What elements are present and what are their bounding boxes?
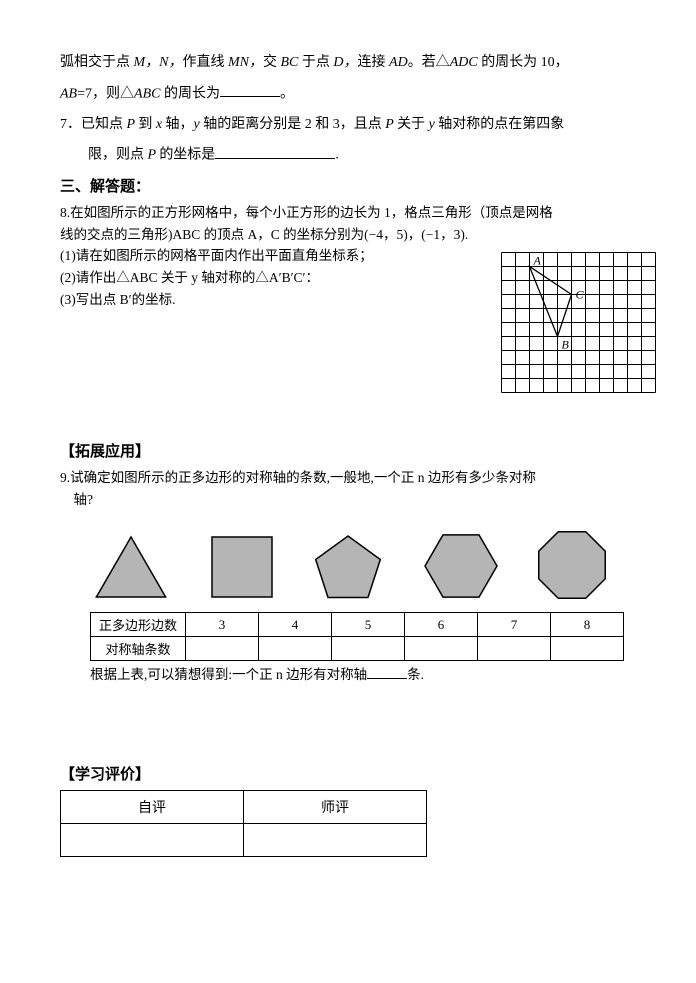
- tbl-r1c0: 正多边形边数: [91, 613, 186, 637]
- eval-table: 自评 师评: [60, 790, 427, 857]
- q6-ab: AB: [60, 86, 77, 101]
- q8-l2: 线的交点的三角形)ABC 的顶点 A，C 的坐标分别为(−4，5)，(−1，3)…: [60, 224, 636, 246]
- q7-blank[interactable]: [215, 142, 335, 158]
- pentagon-shape: [309, 530, 387, 602]
- ext-title: 【拓展应用】: [60, 440, 636, 461]
- tbl-cell[interactable]: [478, 637, 551, 661]
- q8-wrap: 8.在如图所示的正方形网格中，每个小正方形的边长为 1，格点三角形（顶点是网格 …: [60, 202, 636, 310]
- tbl-cell: 5: [332, 613, 405, 637]
- tbl-cell[interactable]: [332, 637, 405, 661]
- q7-p2: P: [385, 117, 397, 132]
- q7-e: 关于: [397, 117, 429, 132]
- q7-line1: 7．已知点 P 到 x 轴，y 轴的距离分别是 2 和 3，且点 P 关于 y …: [60, 112, 636, 139]
- tbl-cell[interactable]: [551, 637, 624, 661]
- section3-title: 三、解答题：: [60, 175, 636, 196]
- grid-figure: A B C: [501, 252, 656, 398]
- hexagon-shape: [419, 530, 503, 602]
- tbl-cell[interactable]: [405, 637, 478, 661]
- q7-a: 7．已知点: [60, 117, 127, 132]
- q6-d: D，: [333, 55, 357, 70]
- triangle-shape: [86, 532, 176, 602]
- svg-text:B: B: [562, 338, 570, 352]
- tbl-cell: 8: [551, 613, 624, 637]
- q6-t3: 交: [263, 55, 281, 70]
- q7-y2: y: [429, 117, 439, 132]
- eval-self-cell[interactable]: [61, 824, 244, 857]
- conc-blank[interactable]: [367, 663, 407, 679]
- table-row: [61, 824, 427, 857]
- tbl-cell: 6: [405, 613, 478, 637]
- conclusion: 根据上表,可以猜想得到:一个正 n 边形有对称轴 条.: [90, 663, 636, 683]
- q7-line2: 限，则点 P 的坐标是.: [60, 142, 636, 169]
- q7-l2a: 限，则点: [88, 148, 148, 163]
- tbl-r2c0: 对称轴条数: [91, 637, 186, 661]
- q7-x: x: [156, 117, 166, 132]
- eval-teacher: 师评: [244, 791, 427, 824]
- conc-a: 根据上表,可以猜想得到:一个正 n 边形有对称轴: [90, 667, 367, 682]
- eval-teacher-cell[interactable]: [244, 824, 427, 857]
- tbl-cell: 3: [186, 613, 259, 637]
- grid-svg: A B C: [501, 252, 656, 393]
- svg-text:C: C: [576, 288, 585, 302]
- q9-l1: 9.试确定如图所示的正多边形的对称轴的条数,一般地,一个正 n 边形有多少条对称: [60, 467, 636, 489]
- page: 弧相交于点 M，N，作直线 MN，交 BC 于点 D，连接 AD。若△ADC 的…: [0, 0, 696, 897]
- tbl-cell: 7: [478, 613, 551, 637]
- q6-mn1: M，N，: [134, 55, 183, 70]
- q6-adc: ADC: [450, 55, 482, 70]
- square-shape: [207, 532, 277, 602]
- q6-t7: 的周长为 10，: [481, 55, 569, 70]
- q6-t8: 的周长为: [164, 86, 220, 101]
- table-row: 正多边形边数 3 4 5 6 7 8: [91, 613, 624, 637]
- tbl-cell[interactable]: [259, 637, 332, 661]
- q6-line1: 弧相交于点 M，N，作直线 MN，交 BC 于点 D，连接 AD。若△ADC 的…: [60, 50, 636, 77]
- q7-f: 轴对称的点在第四象: [438, 117, 564, 132]
- q6-t4: 于点: [302, 55, 334, 70]
- eval-self: 自评: [61, 791, 244, 824]
- q9-l2: 轴?: [60, 489, 636, 511]
- polygon-table: 正多边形边数 3 4 5 6 7 8 对称轴条数: [90, 612, 624, 661]
- q8-l1: 8.在如图所示的正方形网格中，每个小正方形的边长为 1，格点三角形（顶点是网格: [60, 202, 636, 224]
- tbl-cell[interactable]: [186, 637, 259, 661]
- q7-b: 到: [138, 117, 156, 132]
- q6-abc: ABC: [134, 86, 164, 101]
- table-row: 自评 师评: [61, 791, 427, 824]
- q7-p3: P: [148, 148, 160, 163]
- q6-t5: 连接: [358, 55, 390, 70]
- q7-p1: P: [127, 117, 139, 132]
- q7-y: y: [194, 117, 204, 132]
- q7-period: .: [335, 148, 339, 163]
- eval-title: 【学习评价】: [60, 763, 636, 784]
- q6-t1: 弧相交于点: [60, 55, 134, 70]
- q6-eq: =7，则△: [77, 86, 134, 101]
- shapes-row: [60, 528, 636, 602]
- q6-line2: AB=7，则△ABC 的周长为 。: [60, 81, 636, 108]
- q6-ad: AD: [389, 55, 408, 70]
- octagon-shape: [534, 528, 610, 602]
- q6-blank[interactable]: [220, 81, 280, 97]
- q6-t6: 。若△: [408, 55, 450, 70]
- table-row: 对称轴条数: [91, 637, 624, 661]
- conc-b: 条.: [407, 667, 424, 682]
- q6-bc: BC: [281, 55, 302, 70]
- q6-mn2: MN，: [228, 55, 263, 70]
- q6-period: 。: [280, 86, 294, 101]
- q7-c: 轴，: [166, 117, 194, 132]
- q7-d: 轴的距离分别是 2 和 3，且点: [203, 117, 385, 132]
- tbl-cell: 4: [259, 613, 332, 637]
- q6-t2: 作直线: [183, 55, 229, 70]
- q9-text: 9.试确定如图所示的正多边形的对称轴的条数,一般地,一个正 n 边形有多少条对称…: [60, 467, 636, 510]
- svg-text:A: A: [533, 254, 542, 268]
- q7-l2b: 的坐标是: [159, 148, 215, 163]
